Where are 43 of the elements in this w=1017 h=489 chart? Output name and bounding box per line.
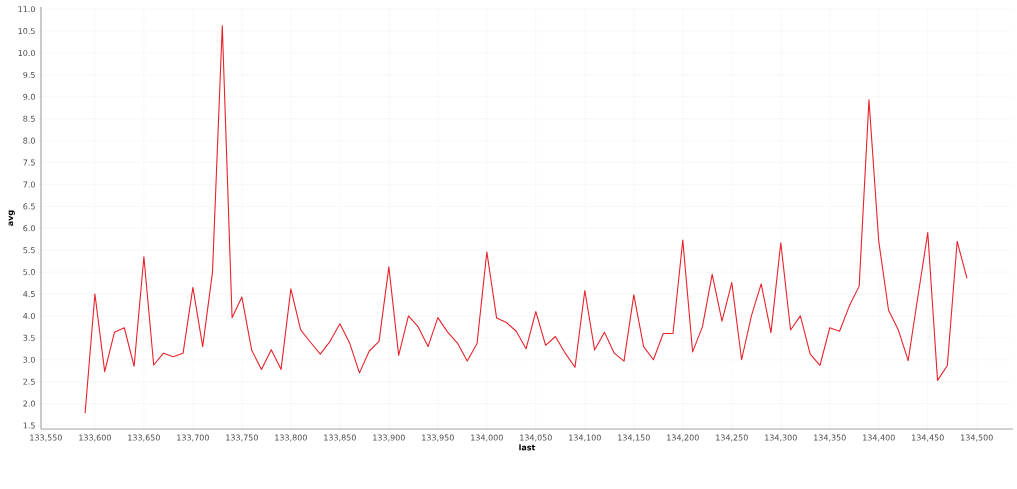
x-tick-label: 134,200 <box>667 434 699 442</box>
y-tick-label: 6.0 <box>23 225 35 232</box>
x-tick-label: 133,900 <box>373 434 405 442</box>
x-tick-label: 134,100 <box>569 434 601 442</box>
y-tick-label: 8.5 <box>23 115 35 122</box>
y-tick-label: 2.0 <box>23 400 35 407</box>
y-tick-label: 11.0 <box>18 6 35 13</box>
y-axis-title: avg <box>8 210 15 226</box>
y-tick-label: 3.5 <box>23 334 35 341</box>
y-tick-label: 10.0 <box>18 49 35 57</box>
x-tick-label: 133,850 <box>324 434 356 442</box>
x-tick-label: 133,550 <box>30 434 62 442</box>
y-tick-label: 7.0 <box>23 181 35 188</box>
x-tick-label: 134,500 <box>961 434 993 442</box>
y-tick-label: 5.5 <box>23 247 35 254</box>
x-tick-label: 134,450 <box>912 434 944 442</box>
x-tick-label: 134,400 <box>863 434 895 442</box>
y-tick-label: 6.5 <box>23 203 35 210</box>
y-tick-label: 4.5 <box>23 291 35 297</box>
line-series <box>84 25 968 414</box>
x-tick-label: 134,150 <box>618 434 650 442</box>
y-tick-label: 9.5 <box>23 71 35 78</box>
y-tick-label: 8.0 <box>23 137 35 144</box>
y-tick-label: 7.5 <box>23 159 35 166</box>
x-tick-label: 134,300 <box>765 434 797 442</box>
y-tick-label: 9.0 <box>23 93 35 100</box>
y-tick-label: 10.5 <box>18 28 35 35</box>
x-tick-label: 133,600 <box>79 434 111 442</box>
x-tick-label: 133,950 <box>422 434 454 442</box>
y-tick-label: 4.0 <box>23 312 35 319</box>
x-tick-label: 134,250 <box>716 434 748 442</box>
y-tick-label: 5.0 <box>23 269 35 276</box>
x-tick-label: 134,050 <box>520 434 552 442</box>
y-tick-label: 3.0 <box>23 356 35 363</box>
x-axis-title: last <box>519 444 536 451</box>
y-tick-label: 2.5 <box>23 378 35 385</box>
x-tick-label: 133,800 <box>275 434 307 442</box>
x-tick-label: 134,000 <box>471 434 503 442</box>
x-tick-label: 133,750 <box>226 434 258 442</box>
x-tick-label: 133,700 <box>177 434 209 442</box>
x-tick-label: 134,350 <box>814 434 846 442</box>
x-tick-label: 133,650 <box>128 434 160 442</box>
y-tick-label: 1.5 <box>23 422 35 429</box>
